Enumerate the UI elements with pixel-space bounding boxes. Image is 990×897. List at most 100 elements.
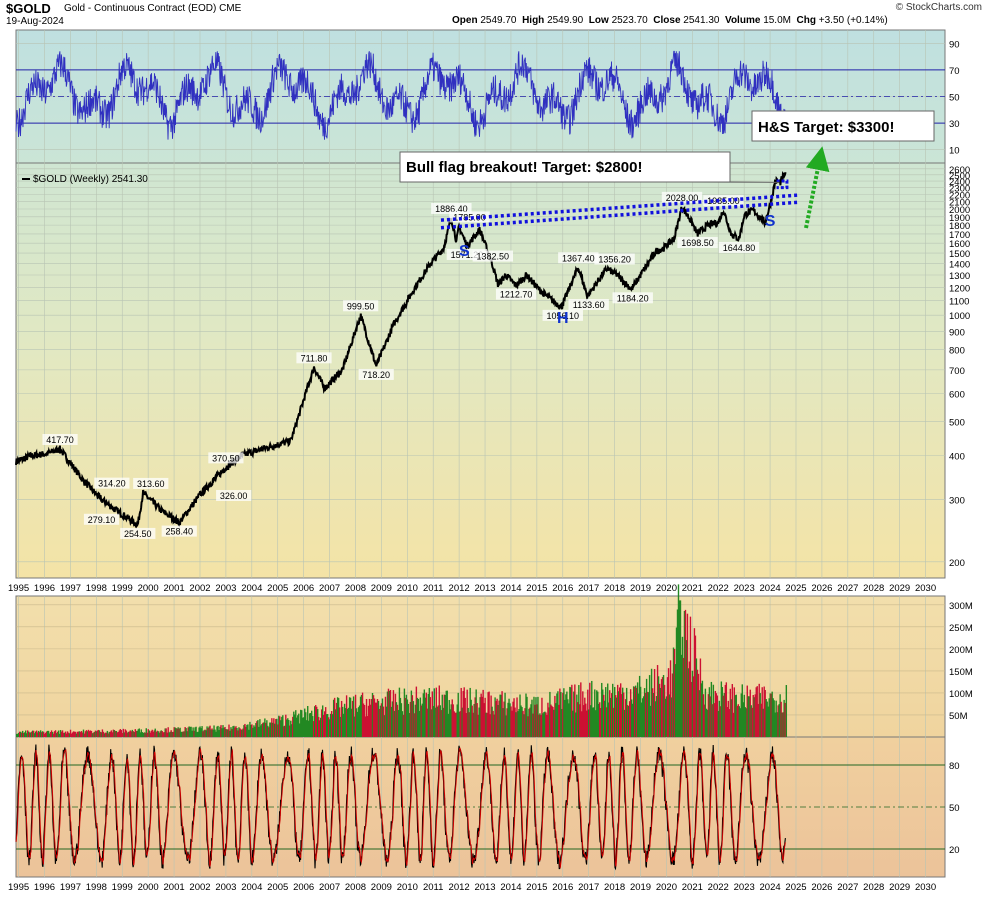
volume-bar xyxy=(774,712,776,737)
volume-bar xyxy=(206,726,208,737)
volume-bar xyxy=(660,679,663,737)
year-tick-label: 2011 xyxy=(423,882,443,893)
volume-bar xyxy=(162,732,164,737)
volume-bar xyxy=(673,648,676,737)
volume-bar xyxy=(326,714,329,737)
volume-bar xyxy=(611,693,613,737)
price-label-bg xyxy=(120,527,156,539)
volume-bar xyxy=(413,713,416,737)
volume-bar xyxy=(106,730,109,737)
volume-bar xyxy=(739,708,741,737)
volume-bar xyxy=(226,729,228,737)
volume-bar xyxy=(150,730,152,737)
volume-bar xyxy=(295,710,297,737)
volume-bar xyxy=(291,724,293,737)
volume-bar xyxy=(552,707,554,737)
price-tick-label: 400 xyxy=(949,452,965,463)
volume-bar xyxy=(542,713,544,737)
volume-bar xyxy=(421,703,424,737)
year-tick-label: 2025 xyxy=(785,583,806,594)
volume-bar xyxy=(152,731,154,737)
volume-bar xyxy=(46,730,49,737)
volume-bar xyxy=(454,712,456,737)
volume-bar xyxy=(188,726,190,737)
volume-bar xyxy=(297,715,299,737)
volume-bar xyxy=(456,704,458,737)
volume-bar xyxy=(26,730,29,737)
volume-bar xyxy=(626,704,629,737)
volume-bar xyxy=(369,704,372,737)
volume-bar xyxy=(274,723,276,737)
year-tick-label: 2019 xyxy=(630,882,651,893)
volume-bar xyxy=(101,729,104,737)
pattern-letter-s-0: S xyxy=(459,243,470,260)
volume-bar xyxy=(161,730,163,737)
stochastic-d-line xyxy=(15,747,786,869)
volume-bar xyxy=(584,697,586,737)
volume-bar xyxy=(481,696,483,737)
volume-bar xyxy=(730,699,733,737)
volume-bar xyxy=(182,731,184,737)
volume-bar xyxy=(235,726,237,737)
volume-bar xyxy=(54,730,57,737)
volume-bar xyxy=(114,730,117,737)
volume-bar xyxy=(244,723,246,737)
volume-bar xyxy=(347,707,350,737)
volume-bar xyxy=(350,708,353,737)
volume-bar xyxy=(612,683,614,737)
volume-bar xyxy=(23,732,26,737)
volume-bar xyxy=(712,684,715,737)
price-value-label: 1644.80 xyxy=(723,243,756,253)
volume-bar xyxy=(567,699,569,737)
volume-bar xyxy=(105,732,108,737)
volume-bar xyxy=(782,712,784,737)
volume-bar xyxy=(490,695,492,737)
volume-bar xyxy=(103,733,106,737)
year-tick-label: 2003 xyxy=(215,583,236,594)
price-tick-label: 300 xyxy=(949,496,965,507)
volume-bar xyxy=(513,698,515,737)
year-tick-label: 2008 xyxy=(345,882,366,893)
volume-bar xyxy=(147,729,149,737)
stockcharts-logo: © StockCharts.com xyxy=(895,2,982,13)
volume-bar xyxy=(88,731,91,737)
volume-bar xyxy=(685,640,688,737)
volume-bar xyxy=(540,715,542,737)
volume-bar xyxy=(49,731,52,737)
volume-bar xyxy=(198,727,200,737)
volume-bar xyxy=(275,719,277,737)
volume-bar xyxy=(334,709,337,737)
volume-bar xyxy=(319,717,322,737)
year-tick-label: 2018 xyxy=(604,583,625,594)
volume-bar xyxy=(136,730,138,737)
volume-bar xyxy=(234,727,236,737)
volume-bar xyxy=(551,705,553,737)
volume-bar xyxy=(363,705,366,737)
volume-bar xyxy=(735,694,737,737)
volume-bar xyxy=(364,716,367,737)
volume-bar xyxy=(173,727,175,737)
price-value-label: 1184.20 xyxy=(617,293,649,303)
volume-bar xyxy=(761,687,763,737)
volume-bar xyxy=(500,694,502,737)
year-tick-label: 2004 xyxy=(241,583,262,594)
volume-bar xyxy=(580,682,582,737)
volume-bar xyxy=(303,717,305,737)
year-tick-label: 2016 xyxy=(552,583,573,594)
volume-bar xyxy=(656,665,659,737)
volume-bar xyxy=(200,728,202,737)
volume-bar xyxy=(494,697,496,737)
volume-bar xyxy=(240,729,242,737)
volume-bar xyxy=(559,688,561,737)
volume-bar xyxy=(486,712,488,737)
ohlc-stats: Open 2549.70 High 2549.90 Low 2523.70 Cl… xyxy=(452,15,888,26)
volume-bar xyxy=(556,693,558,737)
volume-bar xyxy=(671,673,674,737)
volume-bar xyxy=(541,697,543,737)
volume-bar xyxy=(158,732,160,737)
volume-bar xyxy=(40,732,43,737)
price-label-bg xyxy=(472,250,514,262)
volume-bar xyxy=(641,698,644,737)
volume-bar xyxy=(777,705,779,737)
volume-bar xyxy=(346,708,349,737)
